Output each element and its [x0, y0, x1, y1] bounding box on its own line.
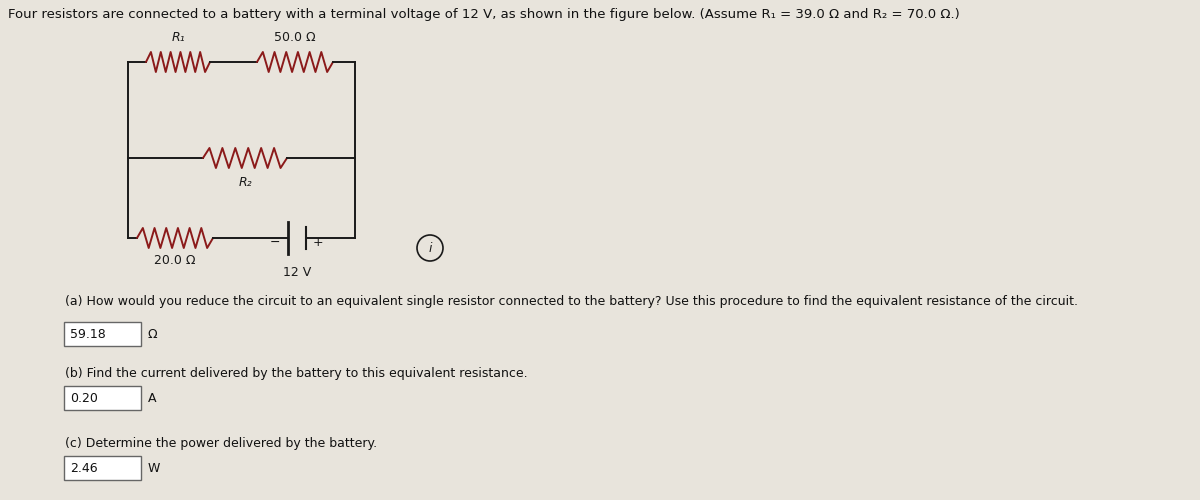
- Text: (a) How would you reduce the circuit to an equivalent single resistor connected : (a) How would you reduce the circuit to …: [65, 295, 1078, 308]
- Text: W: W: [148, 462, 161, 474]
- Text: R₁: R₁: [172, 31, 185, 44]
- Text: R₂: R₂: [238, 176, 252, 189]
- Text: Four resistors are connected to a battery with a terminal voltage of 12 V, as sh: Four resistors are connected to a batter…: [8, 8, 960, 21]
- Text: −: −: [270, 236, 281, 248]
- FancyBboxPatch shape: [64, 322, 142, 346]
- FancyBboxPatch shape: [64, 386, 142, 410]
- Text: (c) Determine the power delivered by the battery.: (c) Determine the power delivered by the…: [65, 437, 377, 450]
- Text: 12 V: 12 V: [283, 266, 311, 279]
- Text: (b) Find the current delivered by the battery to this equivalent resistance.: (b) Find the current delivered by the ba…: [65, 367, 528, 380]
- Text: 20.0 Ω: 20.0 Ω: [155, 254, 196, 267]
- Text: 59.18: 59.18: [70, 328, 106, 340]
- Text: i: i: [428, 242, 432, 254]
- Text: 0.20: 0.20: [70, 392, 98, 404]
- Text: 2.46: 2.46: [70, 462, 97, 474]
- FancyBboxPatch shape: [64, 456, 142, 480]
- Text: A: A: [148, 392, 156, 404]
- Text: 50.0 Ω: 50.0 Ω: [274, 31, 316, 44]
- Text: Ω: Ω: [148, 328, 157, 340]
- Text: +: +: [313, 236, 323, 248]
